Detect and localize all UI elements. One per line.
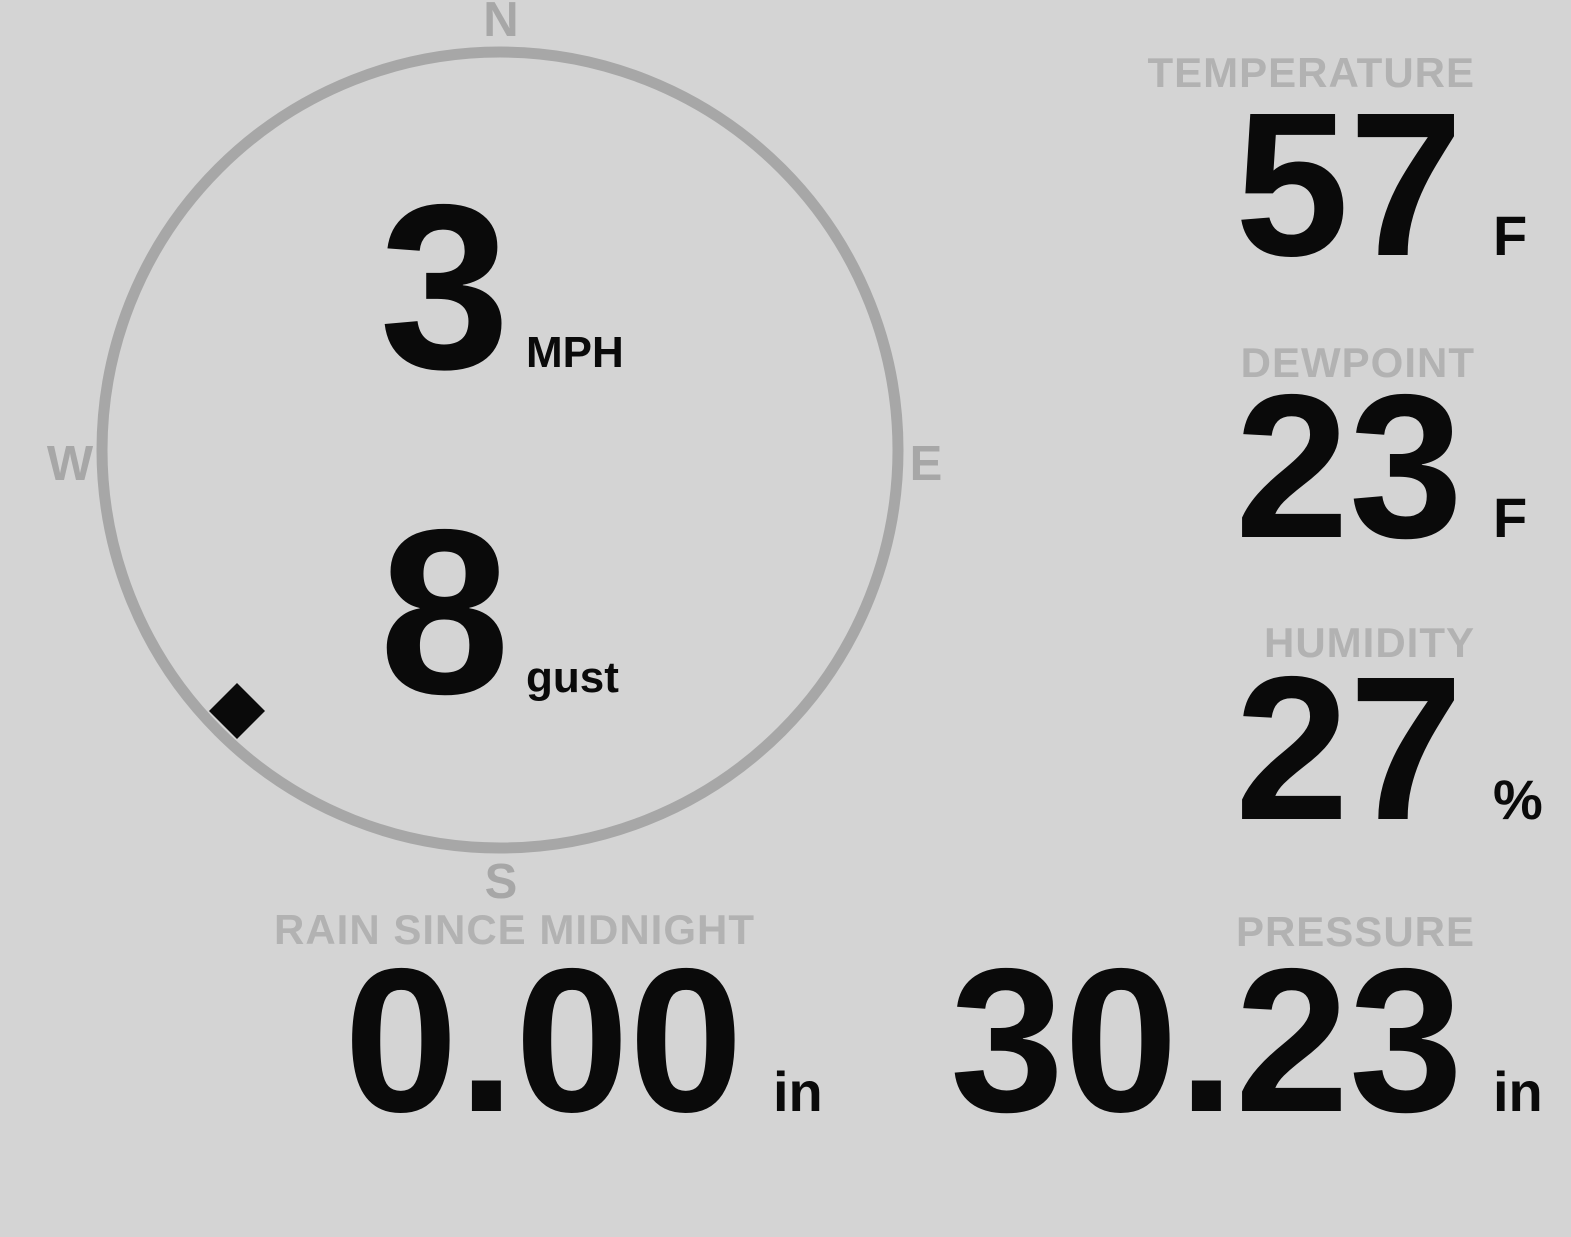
temperature-label: TEMPERATURE [1147, 49, 1475, 96]
dewpoint-unit: F [1493, 486, 1528, 549]
wind-gust-value: 8 gust [379, 494, 619, 729]
wind-speed-unit: MPH [526, 328, 624, 377]
wind-gust-unit: gust [526, 653, 619, 702]
dewpoint-label: DEWPOINT [1240, 339, 1475, 386]
compass-label-west: W [46, 437, 94, 491]
wind-gust-number: 8 [379, 480, 510, 743]
pressure-value: 30.23 in [950, 938, 1543, 1143]
temperature-value: 57 F [1235, 82, 1527, 287]
humidity-number: 27 [1234, 634, 1463, 863]
wind-speed-number: 3 [379, 155, 510, 418]
temperature-unit: F [1493, 204, 1528, 267]
rain-since-midnight-value: 0.00 in [344, 938, 823, 1143]
rain-number: 0.00 [344, 926, 743, 1155]
dewpoint-value: 23 F [1235, 364, 1527, 569]
wind-speed-value: 3 MPH [379, 169, 623, 404]
dewpoint-number: 23 [1234, 352, 1463, 581]
wind-direction-marker-icon [209, 683, 265, 739]
humidity-unit: % [1493, 768, 1543, 831]
compass-label-north: N [483, 0, 519, 47]
humidity-label: HUMIDITY [1264, 619, 1475, 666]
compass-ring [96, 46, 904, 854]
pressure-unit: in [1493, 1060, 1543, 1123]
temperature-number: 57 [1234, 70, 1463, 299]
pressure-label: PRESSURE [1235, 908, 1475, 955]
pressure-number: 30.23 [949, 926, 1463, 1155]
humidity-value: 27 % [1235, 646, 1543, 851]
compass-label-south: S [484, 855, 518, 909]
compass-label-east: E [909, 437, 943, 491]
rain-unit: in [773, 1060, 823, 1123]
rain-since-midnight-label: RAIN SINCE MIDNIGHT [274, 906, 755, 953]
